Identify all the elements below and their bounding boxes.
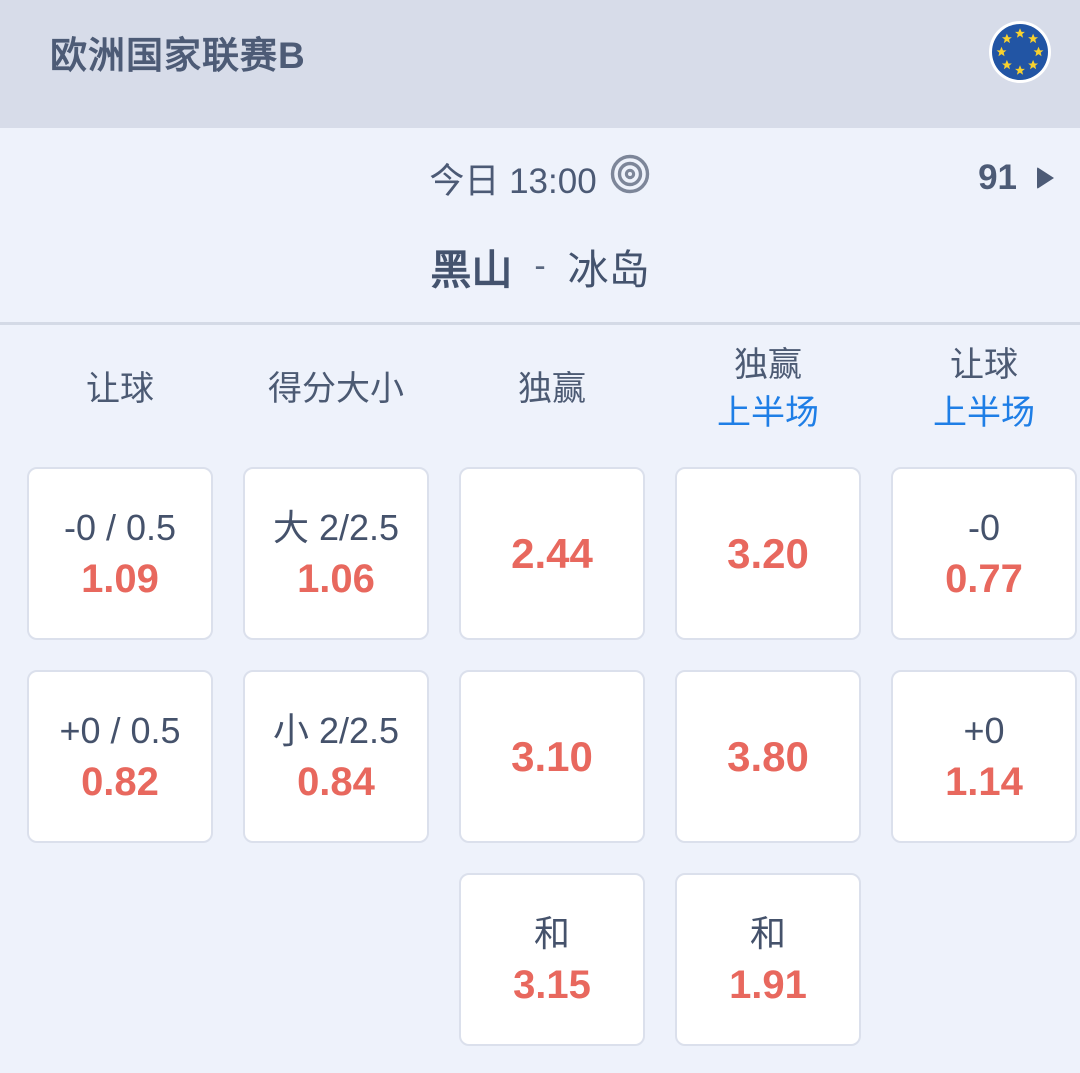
away-team-name: 冰岛 <box>567 247 650 293</box>
odds-cell-moneyline-away[interactable]: 3.10 <box>459 670 645 843</box>
eu-flag-icon <box>988 20 1052 84</box>
home-team-name: 黑山 <box>430 247 513 293</box>
odds-cell-moneyline-halftime-away[interactable]: 3.80 <box>675 670 861 843</box>
bullseye-icon <box>609 153 651 204</box>
column-header-handicap-halftime: 让球 上半场 <box>933 346 1035 432</box>
column-header-total: 得分大小 <box>268 370 404 408</box>
odds-cell-handicap-away[interactable]: +0 / 0.5 0.82 <box>27 670 213 843</box>
chevron-right-icon <box>1037 167 1054 189</box>
market-count: 91 <box>978 158 1017 197</box>
column-header-moneyline: 独赢 <box>518 370 586 408</box>
more-markets-button[interactable]: 91 <box>978 148 1054 208</box>
odds-cell-moneyline-home[interactable]: 2.44 <box>459 467 645 640</box>
column-header-handicap: 让球 <box>86 370 154 408</box>
odds-cell-total-under[interactable]: 小 2/2.5 0.84 <box>243 670 429 843</box>
column-header-moneyline-halftime: 独赢 上半场 <box>717 346 819 432</box>
odds-cell-total-over[interactable]: 大 2/2.5 1.06 <box>243 467 429 640</box>
odds-grid: 让球 得分大小 独赢 独赢 上半场 让球 上半场 -0 / 0.5 1.09 大… <box>0 325 1080 1046</box>
odds-cell-handicap-halftime-away[interactable]: +0 1.14 <box>891 670 1077 843</box>
league-title: 欧洲国家联赛B <box>50 35 306 76</box>
odds-cell-handicap-home[interactable]: -0 / 0.5 1.09 <box>27 467 213 640</box>
match-time-row: 今日 13:00 91 <box>0 148 1080 208</box>
match-teams: 黑山 - 冰岛 <box>0 232 1080 300</box>
odds-cell-moneyline-halftime-draw[interactable]: 和 1.91 <box>675 873 861 1046</box>
league-header-bar: 欧洲国家联赛B <box>0 0 1080 128</box>
match-time: 今日 13:00 <box>429 161 597 201</box>
odds-cell-moneyline-halftime-home[interactable]: 3.20 <box>675 467 861 640</box>
team-separator: - <box>534 246 546 285</box>
odds-cell-handicap-halftime-home[interactable]: -0 0.77 <box>891 467 1077 640</box>
section-divider <box>0 322 1080 325</box>
odds-cell-moneyline-draw[interactable]: 和 3.15 <box>459 873 645 1046</box>
